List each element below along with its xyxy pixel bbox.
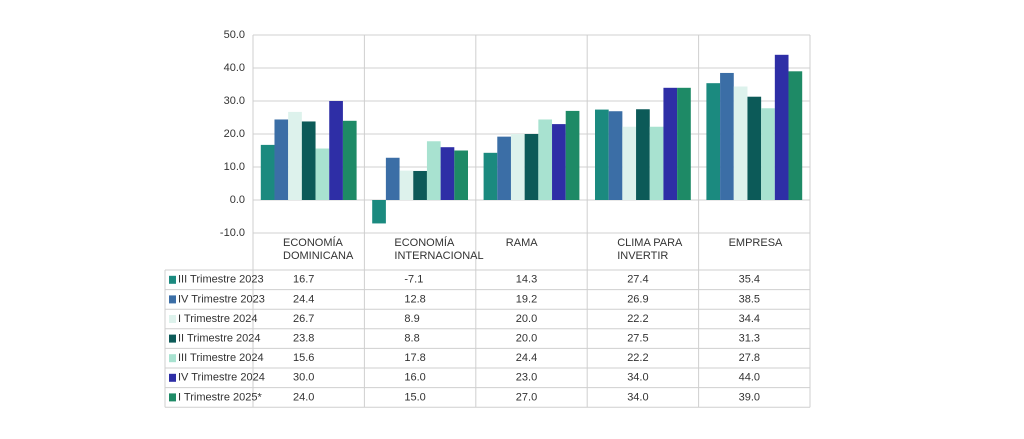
y-tick-label: -10.0 [220,227,245,239]
category-label: EMPRESA [728,237,783,249]
value-label: 16.0 [404,372,425,384]
value-label: 34.0 [627,372,648,384]
bar [440,147,455,200]
bar [315,148,330,200]
value-label: 27.4 [627,274,648,286]
bar [552,124,566,200]
value-label: 26.7 [293,313,314,325]
value-label: 27.8 [739,352,760,364]
y-tick-label: 30.0 [224,95,245,107]
value-label: 15.6 [293,352,314,364]
bar [608,111,623,200]
value-label: 39.0 [739,391,760,403]
bar [483,152,498,200]
y-tick-label: 0.0 [230,194,245,206]
category-label: ECONOMÍA DOMINICANA [283,237,354,262]
value-label: 38.5 [739,293,760,305]
value-label: 23.8 [293,333,314,345]
bar [720,72,734,200]
category-label: CLIMA PARA INVERTIR [617,237,682,262]
bar [260,144,275,200]
bar [288,111,302,200]
value-label: 8.8 [404,333,419,345]
bar [663,87,678,200]
value-label: 22.2 [627,352,648,364]
value-label: 14.3 [516,274,537,286]
bar [677,87,691,200]
value-label: -7.1 [404,274,423,286]
bar [774,54,789,200]
legend-swatch [169,373,176,382]
legend-swatch [169,354,176,363]
legend-swatch [169,295,176,304]
bar [426,141,441,200]
category-label: RAMA [505,237,538,249]
bar [342,120,357,200]
bar [538,119,553,200]
value-label: 31.3 [739,333,760,345]
y-tick-label: 20.0 [224,128,245,140]
y-tick-label: 50.0 [224,29,245,41]
value-label: 44.0 [739,372,760,384]
legend-swatch [169,315,176,323]
legend-label: III Trimestre 2024 [178,352,264,364]
bar [524,134,539,200]
legend-swatch [169,393,176,402]
bar [385,157,400,200]
bar [706,83,721,200]
legend-label: I Trimestre 2025* [178,391,262,403]
value-label: 34.4 [739,313,760,325]
legend-label: II Trimestre 2024 [178,333,261,345]
value-label: 27.0 [516,391,537,403]
bar [594,109,609,200]
value-label: 12.8 [404,293,425,305]
bar [399,170,414,200]
bar [622,126,637,200]
bar [329,101,343,200]
legend-label: III Trimestre 2023 [178,274,264,286]
bar [565,110,580,200]
y-tick-label: 10.0 [224,161,245,173]
value-label: 19.2 [516,293,537,305]
value-label: 35.4 [739,274,760,286]
legend-label: IV Trimestre 2023 [178,293,265,305]
value-label: 26.9 [627,293,648,305]
bar [747,96,762,200]
bar [497,136,511,200]
legend-swatch [169,275,176,284]
value-label: 22.2 [627,313,648,325]
value-label: 24.4 [293,293,314,305]
bar [372,200,386,224]
value-label: 27.5 [627,333,648,345]
bar [301,121,316,200]
value-label: 8.9 [404,313,419,325]
value-label: 16.7 [293,274,314,286]
value-label: 20.0 [516,313,537,325]
legend-label: IV Trimestre 2024 [178,372,265,384]
y-tick-label: 40.0 [224,62,245,74]
bar [454,150,469,200]
value-label: 24.0 [293,391,314,403]
bar [510,134,525,200]
value-label: 17.8 [404,352,425,364]
bar [733,86,748,200]
bar [761,108,775,200]
value-label: 20.0 [516,333,537,345]
value-label: 30.0 [293,372,314,384]
value-label: 34.0 [627,391,648,403]
legend-swatch [169,334,176,343]
legend-label: I Trimestre 2024 [178,313,257,325]
bar [636,109,650,200]
bar [274,119,289,200]
category-label: ECONOMÍA INTERNACIONAL [394,237,484,262]
value-label: 23.0 [516,372,537,384]
bar [788,71,803,200]
bar [413,170,427,200]
value-label: 15.0 [404,391,425,403]
bar [649,126,664,200]
value-label: 24.4 [516,352,537,364]
